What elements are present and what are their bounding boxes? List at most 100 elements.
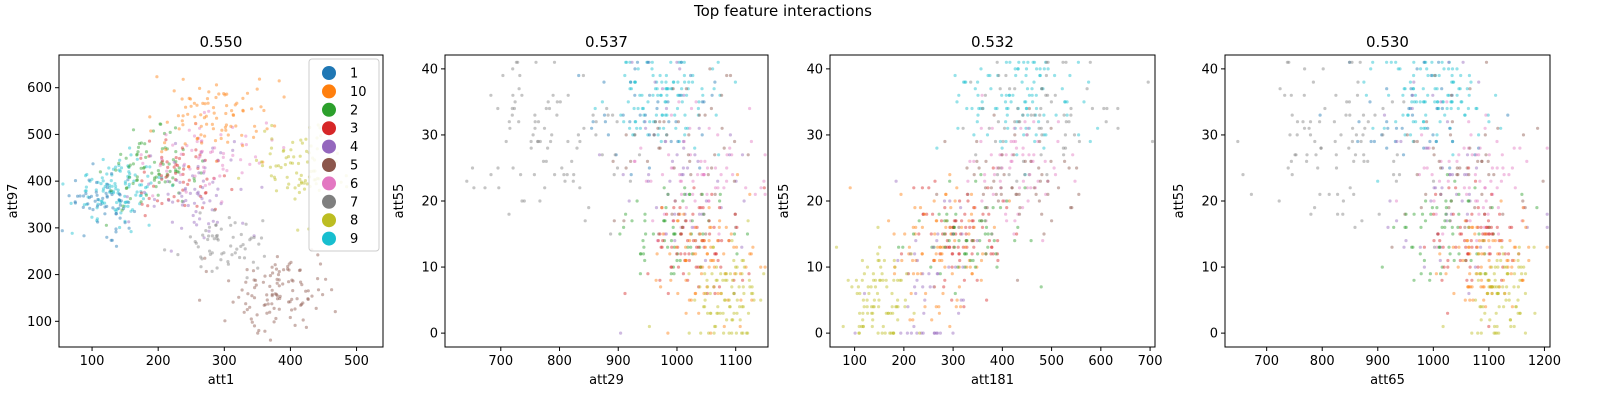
scatter-point-10 <box>226 133 230 137</box>
scatter-point-9 <box>682 60 686 64</box>
scatter-point-9 <box>111 189 115 193</box>
scatter-point-3 <box>181 188 185 192</box>
scatter-point-5 <box>653 120 658 124</box>
scatter-point-9 <box>957 93 961 97</box>
scatter-point-9 <box>1040 87 1044 91</box>
scatter-point-5 <box>1029 159 1033 163</box>
scatter-point-9 <box>114 187 118 191</box>
scatter-point-8 <box>894 305 898 309</box>
scatter-point-4 <box>932 331 936 335</box>
scatter-point-8 <box>281 149 285 153</box>
legend-marker <box>322 176 336 191</box>
scatter-point-8 <box>866 311 870 315</box>
scatter-panel-4: 700 800 900 1000 1100 12000102030400.530att65… <box>1172 33 1561 388</box>
scatter-point-4 <box>673 212 677 216</box>
scatter-point-10 <box>224 111 228 116</box>
scatter-point-10 <box>968 265 972 269</box>
scatter-point-6 <box>239 158 243 162</box>
scatter-point-9 <box>1447 60 1451 64</box>
scatter-point-5 <box>333 310 337 314</box>
scatter-point-7 <box>578 139 582 144</box>
scatter-point-9 <box>114 209 118 213</box>
scatter-point-10 <box>907 245 912 249</box>
scatter-point-2 <box>1483 272 1487 276</box>
scatter-point-10 <box>955 298 959 302</box>
scatter-point-8 <box>861 324 865 329</box>
scatter-point-9 <box>1017 60 1021 64</box>
scatter-point-9 <box>659 139 663 144</box>
scatter-point-8 <box>1470 331 1474 335</box>
scatter-point-7 <box>1038 113 1042 117</box>
scatter-point-7 <box>555 100 559 104</box>
scatter-panel-1: 100 200 300 400 5001002003004005006000.550at… <box>6 33 384 388</box>
scatter-point-5 <box>249 317 253 321</box>
scatter-point-9 <box>96 202 100 206</box>
scatter-point-7 <box>1053 93 1057 97</box>
scatter-point-6 <box>1520 219 1524 223</box>
scatter-point-3 <box>1506 252 1511 256</box>
scatter-point-1 <box>117 192 121 196</box>
scatter-point-9 <box>109 179 113 183</box>
scatter-point-2 <box>974 179 978 183</box>
scatter-point-9 <box>1440 60 1444 64</box>
scatter-point-9 <box>1450 100 1454 104</box>
scatter-point-5 <box>288 315 292 320</box>
x-tick-label: 200 <box>146 354 171 369</box>
scatter-point-4 <box>1402 245 1406 249</box>
scatter-point-4 <box>1467 291 1471 296</box>
scatter-point-9 <box>1025 87 1030 91</box>
scatter-point-10 <box>684 258 688 263</box>
scatter-point-1 <box>1428 139 1432 144</box>
scatter-point-9 <box>676 93 680 97</box>
scatter-point-5 <box>1439 166 1443 170</box>
scatter-point-1 <box>127 226 131 230</box>
scatter-point-3 <box>970 239 974 243</box>
scatter-point-7 <box>538 199 542 203</box>
scatter-point-1 <box>118 203 122 207</box>
scatter-point-8 <box>1490 285 1494 289</box>
scatter-point-3 <box>1483 232 1487 236</box>
scatter-point-4 <box>1426 146 1430 150</box>
scatter-point-9 <box>144 192 148 196</box>
scatter-point-6 <box>213 146 217 150</box>
scatter-point-1 <box>1451 139 1455 144</box>
scatter-point-5 <box>670 212 674 216</box>
scatter-point-9 <box>665 113 669 117</box>
scatter-point-5 <box>1042 232 1046 236</box>
scatter-point-10 <box>1473 232 1477 236</box>
scatter-point-1 <box>698 166 702 170</box>
scatter-point-9 <box>123 200 127 204</box>
scatter-point-2 <box>181 148 185 152</box>
scatter-point-4 <box>169 249 173 253</box>
scatter-point-9 <box>95 217 99 221</box>
scatter-point-2 <box>641 252 646 256</box>
scatter-point-9 <box>141 197 145 201</box>
scatter-point-5 <box>1038 139 1042 144</box>
scatter-point-2 <box>671 265 676 269</box>
scatter-point-10 <box>212 111 216 115</box>
scatter-point-5 <box>1487 173 1491 177</box>
scatter-point-4 <box>694 239 698 243</box>
scatter-point-9 <box>976 93 980 97</box>
scatter-point-10 <box>211 127 215 131</box>
scatter-point-5 <box>713 192 717 196</box>
scatter-point-10 <box>694 252 698 256</box>
scatter-point-2 <box>986 245 990 249</box>
scatter-point-7 <box>546 146 550 150</box>
scatter-point-7 <box>1356 80 1360 84</box>
scatter-point-6 <box>198 154 202 159</box>
scatter-point-10 <box>1483 232 1487 236</box>
scatter-point-9 <box>664 113 668 117</box>
scatter-point-2 <box>954 212 958 216</box>
scatter-point-10 <box>676 291 680 296</box>
scatter-point-4 <box>183 186 188 191</box>
points-group <box>60 75 349 342</box>
scatter-point-6 <box>1474 199 1478 203</box>
scatter-point-3 <box>950 252 954 256</box>
scatter-point-3 <box>1015 232 1019 236</box>
x-tick-label: 600 <box>1088 354 1113 369</box>
scatter-point-2 <box>662 186 666 190</box>
scatter-point-5 <box>1049 126 1053 130</box>
scatter-point-5 <box>935 192 939 196</box>
scatter-point-3 <box>1485 225 1489 229</box>
